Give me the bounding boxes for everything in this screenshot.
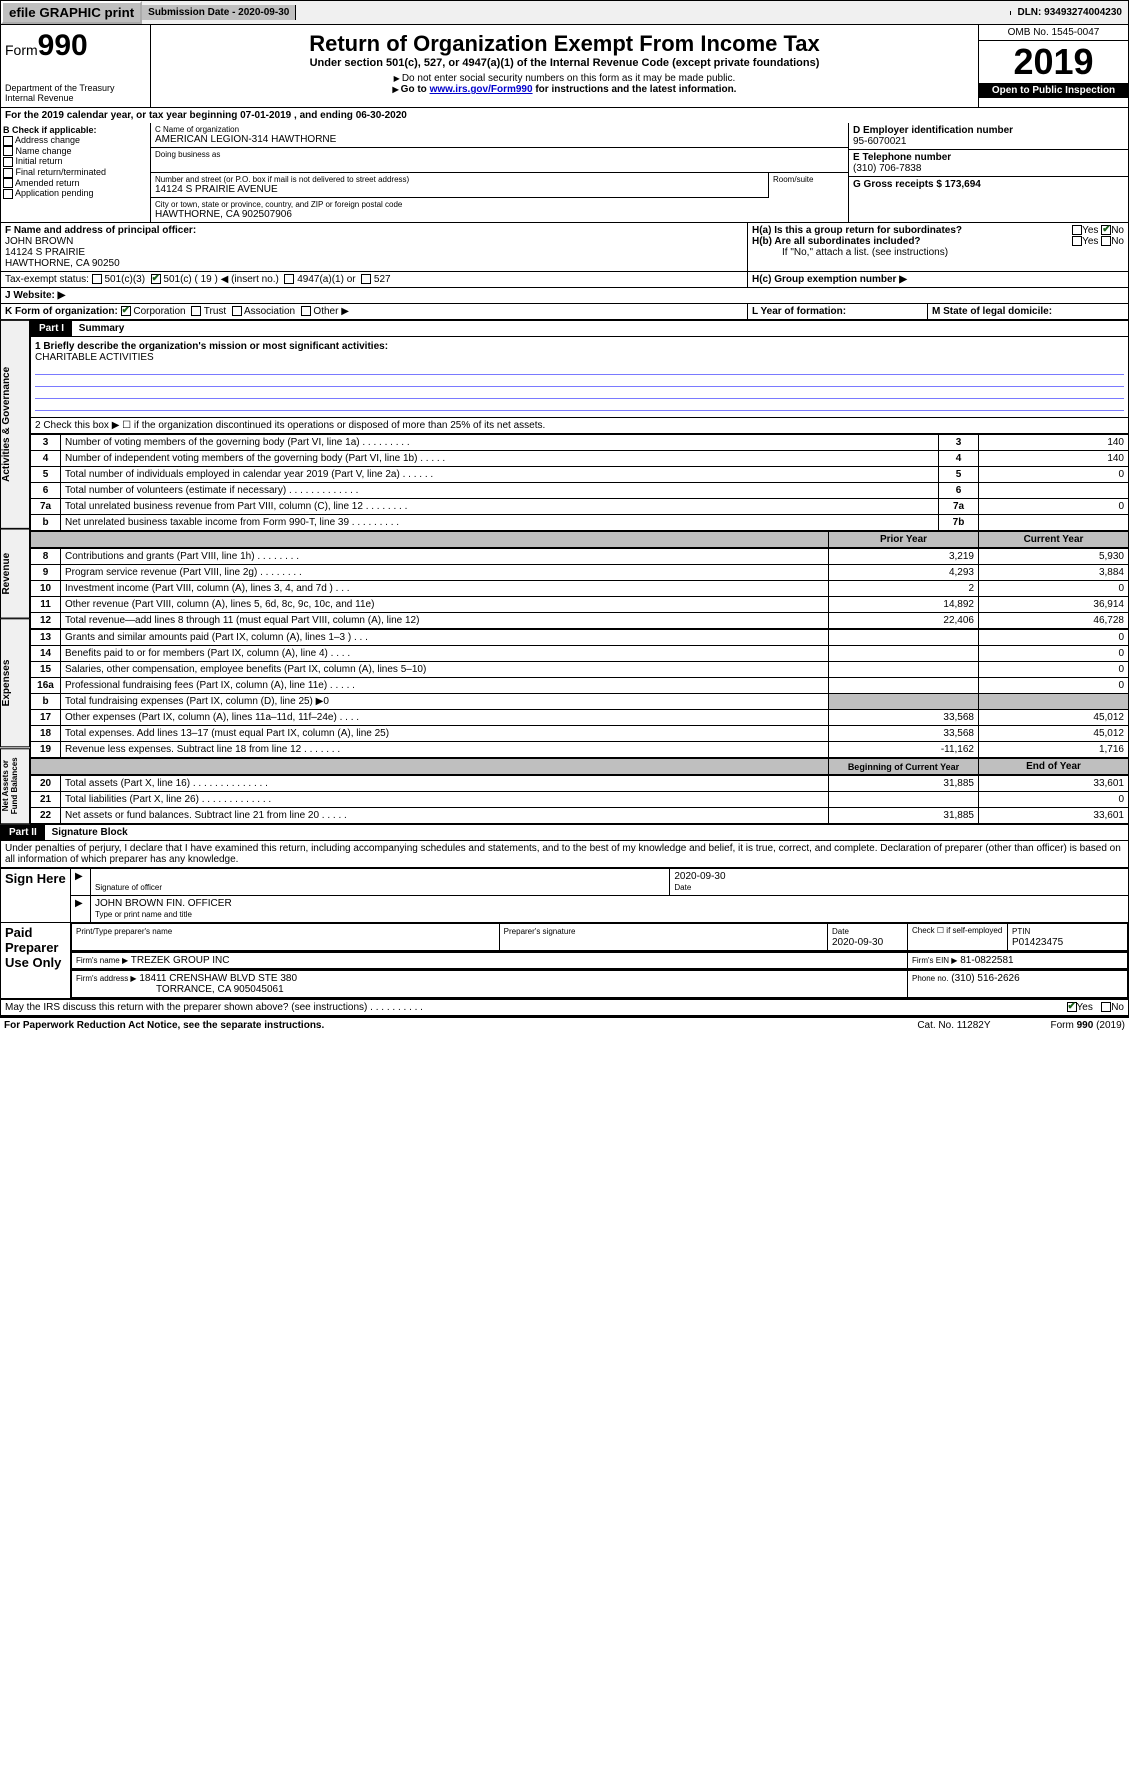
room-label: Room/suite <box>773 175 844 184</box>
form-footer: Form 990 (2019) <box>1051 1020 1125 1031</box>
tax-year: 2019 <box>979 41 1128 83</box>
section-klm: K Form of organization: Corporation Trus… <box>0 304 1129 320</box>
org-city: HAWTHORNE, CA 902507906 <box>155 209 844 220</box>
q1-answer: CHARITABLE ACTIVITIES <box>35 352 154 363</box>
firm-phone: (310) 516-2626 <box>951 973 1019 984</box>
self-employed-check[interactable]: Check ☐ if self-employed <box>908 924 1008 951</box>
state-domicile: M State of legal domicile: <box>932 306 1052 317</box>
ein-label: D Employer identification number <box>853 125 1013 136</box>
form-number: Form990 <box>5 29 146 63</box>
sidebar-netassets: Net Assets or Fund Balances <box>0 748 30 824</box>
addr-label: Number and street (or P.O. box if mail i… <box>155 175 764 184</box>
hc-question: H(c) Group exemption number ▶ <box>752 274 907 285</box>
officer-name: JOHN BROWN <box>5 236 73 247</box>
firm-city: TORRANCE, CA 905045061 <box>76 984 284 995</box>
firm-ein: 81-0822581 <box>960 955 1013 966</box>
officer-typed-name: JOHN BROWN FIN. OFFICER <box>95 898 232 909</box>
dln: DLN: 93493274004230 <box>1011 5 1128 20</box>
note-link: Go to www.irs.gov/Form990 for instructio… <box>191 84 938 95</box>
ha-question: H(a) Is this a group return for subordin… <box>752 225 1124 236</box>
part1-title: Summary <box>75 321 129 336</box>
omb-number: OMB No. 1545-0047 <box>979 25 1128 41</box>
efile-button[interactable]: efile GRAPHIC print <box>1 1 142 24</box>
tax-status-label: Tax-exempt status: <box>5 274 89 285</box>
declaration: Under penalties of perjury, I declare th… <box>0 841 1129 868</box>
sidebar-revenue: Revenue <box>0 529 30 619</box>
org-name: AMERICAN LEGION-314 HAWTHORNE <box>155 134 844 145</box>
officer-label: F Name and address of principal officer: <box>5 225 196 236</box>
sign-here: Sign Here <box>1 869 71 923</box>
footer: For Paperwork Reduction Act Notice, see … <box>0 1016 1129 1033</box>
section-fh: F Name and address of principal officer:… <box>0 223 1129 272</box>
section-abc: B Check if applicable: Address change Na… <box>0 123 1129 223</box>
gross-receipts: G Gross receipts $ 173,694 <box>853 179 981 190</box>
officer-addr1: 14124 S PRAIRIE <box>5 247 85 258</box>
form-header: Form990 Department of the Treasury Inter… <box>0 25 1129 108</box>
q1-label: 1 Briefly describe the organization's mi… <box>35 341 388 352</box>
netassets-table: 20Total assets (Part X, line 16) . . . .… <box>30 775 1129 824</box>
form-title: Return of Organization Exempt From Incom… <box>191 31 938 57</box>
sig-officer-label: Signature of officer <box>95 883 162 892</box>
sidebar-governance: Activities & Governance <box>0 320 30 529</box>
tax-period: For the 2019 calendar year, or tax year … <box>0 108 1129 123</box>
expense-table: 13Grants and similar amounts paid (Part … <box>30 629 1129 758</box>
dept-treasury: Department of the Treasury Internal Reve… <box>5 83 146 103</box>
phone-label: E Telephone number <box>853 152 951 163</box>
ptin: P01423475 <box>1012 937 1063 948</box>
officer-addr2: HAWTHORNE, CA 90250 <box>5 258 120 269</box>
sidebar-expenses: Expenses <box>0 618 30 747</box>
q2-label: 2 Check this box ▶ ☐ if the organization… <box>30 418 1129 434</box>
phone-value: (310) 706-7838 <box>853 163 921 174</box>
netassets-header: Beginning of Current YearEnd of Year <box>30 758 1129 775</box>
form-subtitle: Under section 501(c), 527, or 4947(a)(1)… <box>191 57 938 69</box>
signature-table: Sign Here ▶ Signature of officer 2020-09… <box>0 868 1129 999</box>
org-name-label: C Name of organization <box>155 125 844 134</box>
part2-header-row: Part II Signature Block <box>0 824 1129 841</box>
part2-header: Part II <box>1 825 45 840</box>
note-ssn: Do not enter social security numbers on … <box>191 73 938 84</box>
submission-date: Submission Date - 2020-09-30 <box>142 5 296 20</box>
revenue-header: Prior YearCurrent Year <box>30 531 1129 548</box>
year-formation: L Year of formation: <box>752 306 846 317</box>
website-row: J Website: ▶ <box>0 288 1129 304</box>
revenue-table: 8Contributions and grants (Part VIII, li… <box>30 548 1129 629</box>
irs-link[interactable]: www.irs.gov/Form990 <box>430 84 533 95</box>
paid-preparer: Paid Preparer Use Only <box>1 923 71 999</box>
form-org-label: K Form of organization: <box>5 306 118 317</box>
part2-title: Signature Block <box>48 825 132 840</box>
part1-header: Part I <box>31 321 72 336</box>
ein-value: 95-6070021 <box>853 136 906 147</box>
prep-date: 2020-09-30 <box>832 937 883 948</box>
section-tax-status: Tax-exempt status: 501(c)(3) 501(c) ( 19… <box>0 272 1129 288</box>
firm-name: TREZEK GROUP INC <box>131 955 230 966</box>
firm-address: 18411 CRENSHAW BLVD STE 380 <box>139 973 297 984</box>
city-label: City or town, state or province, country… <box>155 200 844 209</box>
part1: Activities & Governance Revenue Expenses… <box>0 320 1129 824</box>
dba-label: Doing business as <box>155 150 844 159</box>
discuss-row: May the IRS discuss this return with the… <box>0 999 1129 1016</box>
org-address: 14124 S PRAIRIE AVENUE <box>155 184 764 195</box>
box-b: B Check if applicable: Address change Na… <box>1 123 151 222</box>
sig-date: 2020-09-30 <box>674 871 725 882</box>
top-bar: efile GRAPHIC print Submission Date - 20… <box>0 0 1129 25</box>
hb-question: H(b) Are all subordinates included? Yes … <box>752 236 1124 247</box>
governance-table: 3Number of voting members of the governi… <box>30 434 1129 531</box>
open-public: Open to Public Inspection <box>979 83 1128 98</box>
hb-note: If "No," attach a list. (see instruction… <box>752 247 1124 258</box>
